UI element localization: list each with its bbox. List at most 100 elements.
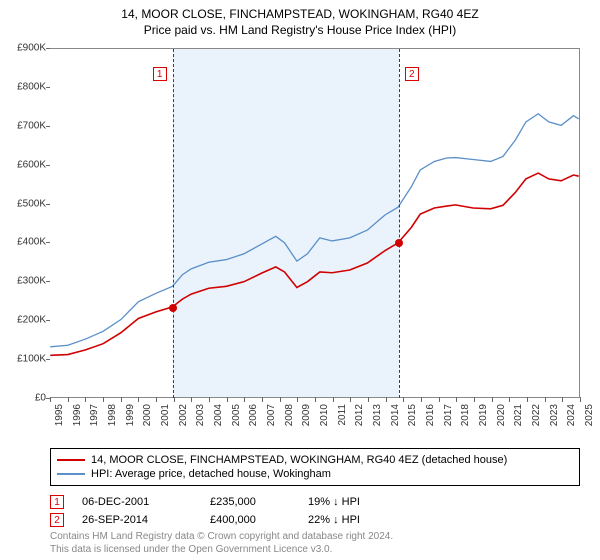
x-axis-label: 2015	[407, 404, 418, 426]
x-axis-tick	[333, 397, 334, 402]
x-axis-label: 1997	[89, 404, 100, 426]
x-axis-tick	[209, 397, 210, 402]
event-pct: 22% ↓ HPI	[308, 514, 408, 526]
x-axis-tick	[403, 397, 404, 402]
x-axis-tick	[174, 397, 175, 402]
legend-label: 14, MOOR CLOSE, FINCHAMPSTEAD, WOKINGHAM…	[91, 454, 507, 466]
y-axis-label: £0	[35, 393, 46, 404]
x-axis-label: 2018	[460, 404, 471, 426]
event-marker-icon: 1	[50, 495, 64, 509]
event-pct: 19% ↓ HPI	[308, 496, 408, 508]
x-axis-tick	[474, 397, 475, 402]
footer-line: This data is licensed under the Open Gov…	[50, 544, 393, 557]
plot-area: 12	[50, 48, 580, 398]
x-axis-label: 2012	[354, 404, 365, 426]
series-line	[50, 173, 578, 355]
x-axis-label: 2017	[443, 404, 454, 426]
x-axis-label: 2016	[425, 404, 436, 426]
y-axis-label: £200K	[17, 315, 46, 326]
x-axis-tick	[156, 397, 157, 402]
event-table: 1 06-DEC-2001 £235,000 19% ↓ HPI 2 26-SE…	[50, 493, 580, 529]
x-axis-label: 2002	[178, 404, 189, 426]
event-marker-icon: 2	[50, 513, 64, 527]
x-axis-label: 1999	[125, 404, 136, 426]
chart-figure: 14, MOOR CLOSE, FINCHAMPSTEAD, WOKINGHAM…	[0, 0, 600, 560]
event-date: 06-DEC-2001	[82, 496, 192, 508]
x-axis-tick	[262, 397, 263, 402]
x-axis-label: 2006	[248, 404, 259, 426]
footer-line: Contains HM Land Registry data © Crown c…	[50, 531, 393, 544]
x-axis-label: 1996	[72, 404, 83, 426]
y-axis: £0£100K£200K£300K£400K£500K£600K£700K£80…	[0, 48, 50, 398]
y-axis-label: £800K	[17, 81, 46, 92]
x-axis-label: 2021	[513, 404, 524, 426]
x-axis-tick	[350, 397, 351, 402]
x-axis-tick	[439, 397, 440, 402]
legend-swatch	[57, 459, 85, 461]
x-axis-tick	[456, 397, 457, 402]
x-axis-tick	[138, 397, 139, 402]
x-axis-label: 2019	[478, 404, 489, 426]
y-axis-label: £400K	[17, 237, 46, 248]
x-axis-label: 2001	[160, 404, 171, 426]
title-line2: Price paid vs. HM Land Registry's House …	[0, 22, 600, 38]
y-axis-label: £500K	[17, 198, 46, 209]
x-axis-tick	[280, 397, 281, 402]
legend: 14, MOOR CLOSE, FINCHAMPSTEAD, WOKINGHAM…	[50, 448, 580, 486]
line-series-svg	[50, 49, 579, 398]
legend-item: HPI: Average price, detached house, Woki…	[57, 467, 573, 481]
x-axis-label: 2008	[284, 404, 295, 426]
x-axis-tick	[191, 397, 192, 402]
x-axis-label: 2007	[266, 404, 277, 426]
event-marker-dot	[169, 304, 177, 312]
y-axis-label: £700K	[17, 120, 46, 131]
x-axis-label: 2003	[195, 404, 206, 426]
event-marker-box: 2	[405, 67, 419, 81]
x-axis-tick	[527, 397, 528, 402]
x-axis-tick	[509, 397, 510, 402]
x-axis-label: 2020	[496, 404, 507, 426]
legend-item: 14, MOOR CLOSE, FINCHAMPSTEAD, WOKINGHAM…	[57, 453, 573, 467]
x-axis-label: 2013	[372, 404, 383, 426]
event-price: £400,000	[210, 514, 290, 526]
event-date: 26-SEP-2014	[82, 514, 192, 526]
x-axis-tick	[562, 397, 563, 402]
x-axis-label: 2014	[390, 404, 401, 426]
y-axis-label: £100K	[17, 354, 46, 365]
title-block: 14, MOOR CLOSE, FINCHAMPSTEAD, WOKINGHAM…	[0, 0, 600, 38]
x-axis-tick	[580, 397, 581, 402]
x-axis-tick	[244, 397, 245, 402]
event-marker-line	[399, 49, 400, 398]
x-axis-label: 2004	[213, 404, 224, 426]
event-marker-box: 1	[153, 67, 167, 81]
x-axis-label: 2010	[319, 404, 330, 426]
x-axis-tick	[50, 397, 51, 402]
event-price: £235,000	[210, 496, 290, 508]
x-axis-tick	[315, 397, 316, 402]
x-axis-label: 2023	[549, 404, 560, 426]
series-line	[50, 114, 578, 347]
x-axis-label: 1998	[107, 404, 118, 426]
x-axis-label: 2024	[566, 404, 577, 426]
x-axis-label: 1995	[54, 404, 65, 426]
x-axis-tick	[386, 397, 387, 402]
y-axis-label: £900K	[17, 43, 46, 54]
x-axis-tick	[227, 397, 228, 402]
event-row: 1 06-DEC-2001 £235,000 19% ↓ HPI	[50, 493, 580, 511]
x-axis-label: 2009	[301, 404, 312, 426]
y-axis-label: £600K	[17, 159, 46, 170]
legend-label: HPI: Average price, detached house, Woki…	[91, 468, 331, 480]
y-axis-label: £300K	[17, 276, 46, 287]
legend-swatch	[57, 473, 85, 475]
x-axis-label: 2011	[337, 404, 348, 426]
event-marker-dot	[395, 239, 403, 247]
x-axis-tick	[85, 397, 86, 402]
footer-attribution: Contains HM Land Registry data © Crown c…	[50, 531, 393, 556]
x-axis-tick	[103, 397, 104, 402]
event-marker-line	[173, 49, 174, 398]
x-axis-tick	[421, 397, 422, 402]
x-axis-label: 2000	[142, 404, 153, 426]
x-axis-label: 2022	[531, 404, 542, 426]
title-line1: 14, MOOR CLOSE, FINCHAMPSTEAD, WOKINGHAM…	[0, 6, 600, 22]
x-axis: 1995 1996 1997 1998 1999 2000 2001 2002 2003 2004…	[50, 398, 580, 448]
